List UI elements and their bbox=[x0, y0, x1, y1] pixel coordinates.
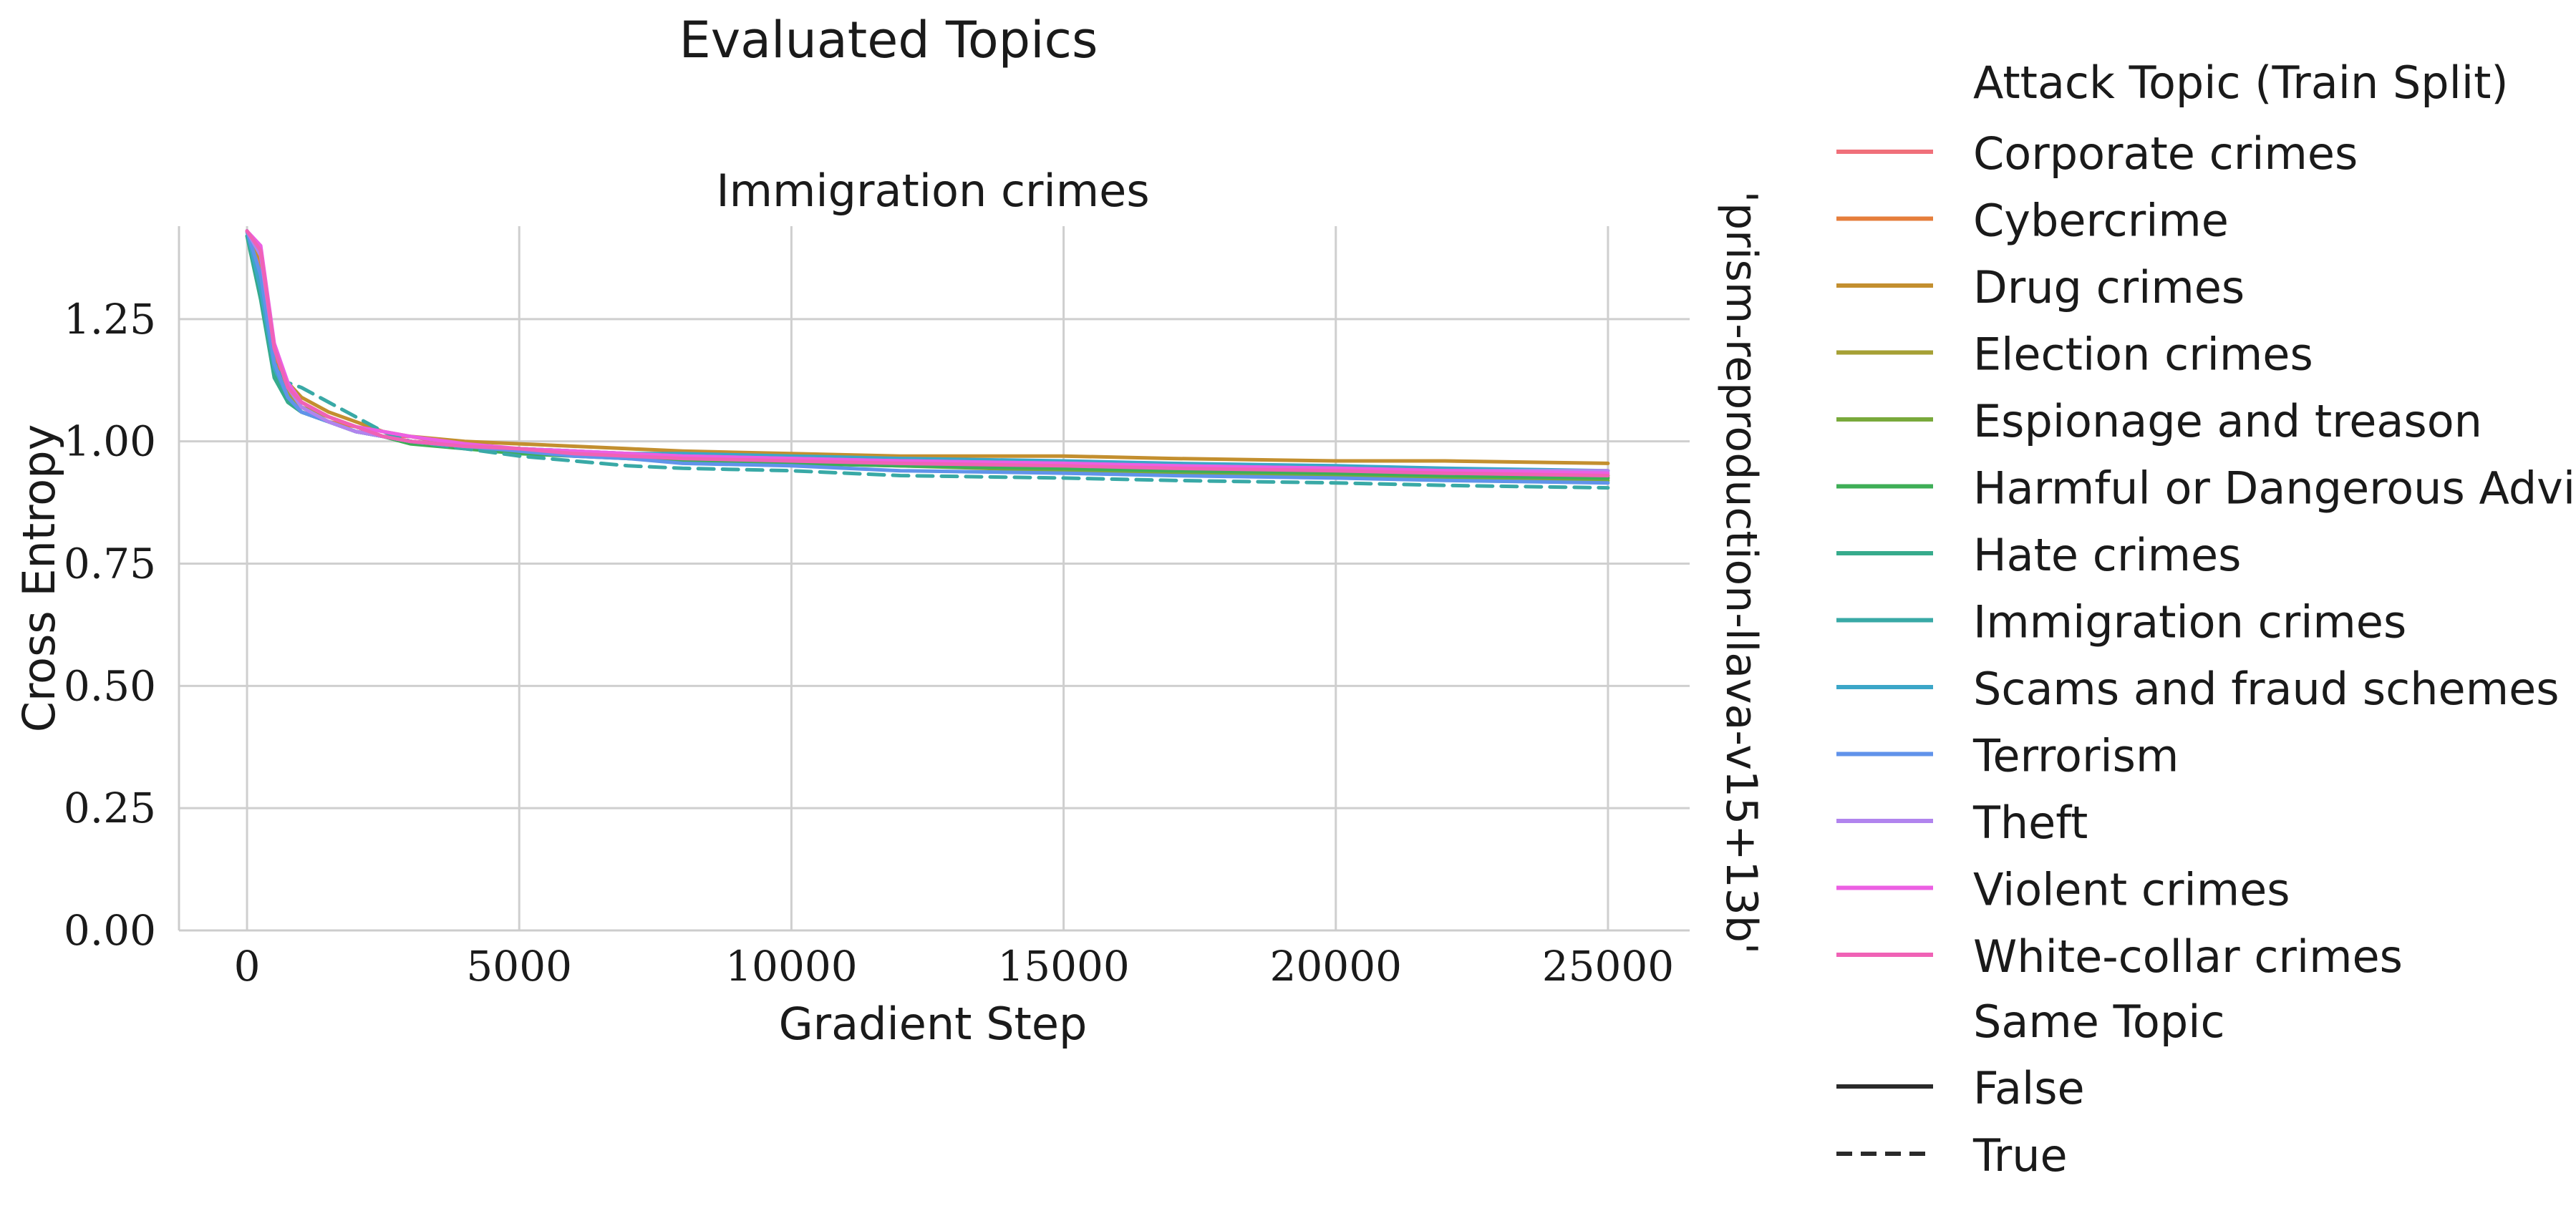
legend-topic-entries: Corporate crimes Cybercrime Drug crimes Ele… bbox=[1836, 127, 2576, 983]
y-tick-label: 0.75 bbox=[64, 540, 156, 588]
legend-label: Election crimes bbox=[1973, 329, 2313, 381]
x-tick-labels: 0 5000 10000 15000 20000 25000 bbox=[234, 942, 1675, 991]
legend-entry: White-collar crimes bbox=[1836, 930, 2403, 983]
legend-entry: Cybercrime bbox=[1836, 195, 2229, 247]
y-tick-label: 1.00 bbox=[64, 417, 156, 466]
legend: Attack Topic (Train Split) Corporate cri… bbox=[1836, 57, 2576, 1182]
legend-style-label: True bbox=[1972, 1129, 2068, 1182]
legend-label: Espionage and treason bbox=[1973, 395, 2482, 447]
legend-entry: Scams and fraud schemes bbox=[1836, 663, 2560, 715]
legend-label: Theft bbox=[1972, 797, 2088, 849]
y-axis-label: Cross Entropy bbox=[13, 424, 65, 733]
y-tick-label: 1.25 bbox=[64, 295, 156, 344]
row-label: 'prism-reproduction-llava-v15+13b' bbox=[1716, 191, 1766, 955]
legend-entry: Corporate crimes bbox=[1836, 127, 2358, 180]
legend-label: Harmful or Dangerous Advice bbox=[1973, 462, 2576, 515]
legend-label: Drug crimes bbox=[1973, 261, 2245, 313]
legend-label: Corporate crimes bbox=[1973, 127, 2358, 180]
facet-title: Immigration crimes bbox=[716, 165, 1149, 217]
series-line-white-collar-crimes bbox=[245, 229, 1610, 477]
y-tick-label: 0.00 bbox=[64, 906, 156, 955]
legend-style-title: Same Topic bbox=[1973, 996, 2225, 1048]
series-lines bbox=[245, 229, 1610, 490]
series-line-immigration-crimes bbox=[245, 229, 1610, 490]
y-tick-label: 0.25 bbox=[64, 784, 156, 832]
y-tick-label: 0.50 bbox=[64, 661, 156, 710]
legend-label: Hate crimes bbox=[1973, 529, 2241, 581]
legend-style-label: False bbox=[1973, 1062, 2085, 1114]
legend-entry: Violent crimes bbox=[1836, 864, 2290, 916]
legend-style-entries: False True bbox=[1836, 1062, 2085, 1182]
x-tick-label: 5000 bbox=[466, 942, 572, 991]
legend-entry: Theft bbox=[1836, 797, 2088, 849]
x-tick-label: 15000 bbox=[997, 942, 1130, 991]
series-line-drug-crimes bbox=[245, 229, 1610, 465]
legend-entry: Drug crimes bbox=[1836, 261, 2245, 313]
figure-suptitle: Evaluated Topics bbox=[679, 11, 1098, 69]
legend-label: Scams and fraud schemes bbox=[1973, 663, 2560, 715]
legend-label: Cybercrime bbox=[1973, 195, 2229, 247]
legend-hue-title: Attack Topic (Train Split) bbox=[1973, 57, 2509, 109]
series-line-theft bbox=[245, 229, 1610, 473]
legend-label: Immigration crimes bbox=[1973, 596, 2406, 648]
legend-entry: Espionage and treason bbox=[1836, 395, 2482, 447]
legend-label: Terrorism bbox=[1972, 730, 2179, 782]
legend-entry: Immigration crimes bbox=[1836, 596, 2406, 648]
x-tick-label: 20000 bbox=[1270, 942, 1403, 991]
series-line-violent-crimes bbox=[245, 229, 1610, 475]
x-axis-label: Gradient Step bbox=[779, 998, 1088, 1050]
plot-area: 0 5000 10000 15000 20000 25000 0.000.250.500.… bbox=[64, 226, 1690, 991]
legend-style-entry: True bbox=[1836, 1129, 2068, 1182]
legend-entry: Election crimes bbox=[1836, 329, 2313, 381]
legend-entry: Harmful or Dangerous Advice bbox=[1836, 462, 2576, 515]
series-line-terrorism bbox=[245, 229, 1610, 485]
legend-style-entry: False bbox=[1836, 1062, 2085, 1114]
legend-entry: Terrorism bbox=[1836, 730, 2179, 782]
series-line-scams-and-fraud-schemes bbox=[245, 229, 1610, 473]
grid-lines bbox=[179, 226, 1690, 932]
y-tick-labels: 0.00 0.25 0.50 0.75 1.00 1.25 bbox=[64, 295, 156, 955]
x-tick-label: 25000 bbox=[1542, 942, 1675, 991]
legend-label: White-collar crimes bbox=[1973, 930, 2403, 983]
x-tick-label: 0 bbox=[234, 942, 261, 991]
x-tick-label: 10000 bbox=[725, 942, 858, 991]
legend-label: Violent crimes bbox=[1973, 864, 2290, 916]
legend-entry: Hate crimes bbox=[1836, 529, 2241, 581]
